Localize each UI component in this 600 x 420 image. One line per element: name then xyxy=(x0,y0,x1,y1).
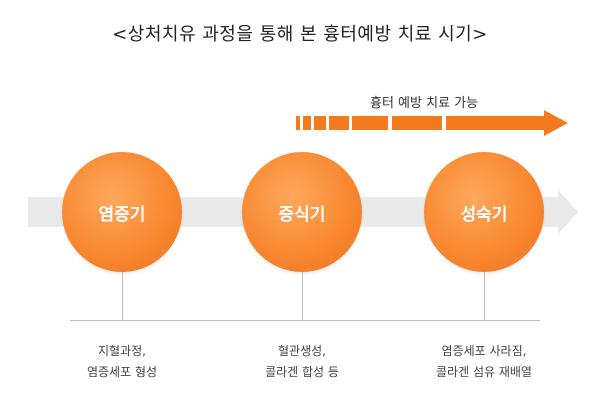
description-line: 콜라겐 합성 등 xyxy=(265,365,339,379)
prevention-arrow-dash-5 xyxy=(352,116,388,130)
stage-connector xyxy=(302,272,303,320)
stage-description: 혈관생성, 콜라겐 합성 등 xyxy=(222,341,382,383)
prevention-arrow-dash-4 xyxy=(329,116,349,130)
stage-label: 염증기 xyxy=(98,204,146,225)
prevention-arrow-dash-6 xyxy=(392,116,442,130)
stage-inflammation: 염증기 xyxy=(62,152,182,272)
stage-proliferation: 증식기 xyxy=(242,152,362,272)
prevention-arrow-body xyxy=(446,116,546,130)
description-line: 콜라겐 섬유 재배열 xyxy=(436,365,532,379)
stage-maturation: 성숙기 xyxy=(424,152,544,272)
description-line: 염증세포 사라짐, xyxy=(441,344,527,358)
prevention-arrow-dash-3 xyxy=(314,116,326,130)
stage-connector xyxy=(122,272,123,320)
timeline-arrow-tip xyxy=(558,190,578,234)
diagram-title: <상처치유 과정을 통해 본 흉터예방 치료 시기> xyxy=(112,24,488,45)
stage-connector xyxy=(484,272,485,320)
prevention-arrow-dash-1 xyxy=(296,116,300,130)
stage-label: 성숙기 xyxy=(460,204,508,225)
stage-description: 염증세포 사라짐, 콜라겐 섬유 재배열 xyxy=(404,341,564,383)
stage-label: 증식기 xyxy=(278,204,326,225)
description-line: 염증세포 형성 xyxy=(86,365,158,379)
baseline xyxy=(70,320,540,321)
prevention-arrow xyxy=(296,110,568,136)
stage-description: 지혈과정, 염증세포 형성 xyxy=(42,341,202,383)
prevention-arrow-dash-2 xyxy=(303,116,311,130)
prevention-label: 흉터 예방 치료 가능 xyxy=(370,96,479,111)
description-line: 혈관생성, xyxy=(278,344,326,358)
description-line: 지혈과정, xyxy=(98,344,146,358)
prevention-arrow-head xyxy=(544,110,568,136)
